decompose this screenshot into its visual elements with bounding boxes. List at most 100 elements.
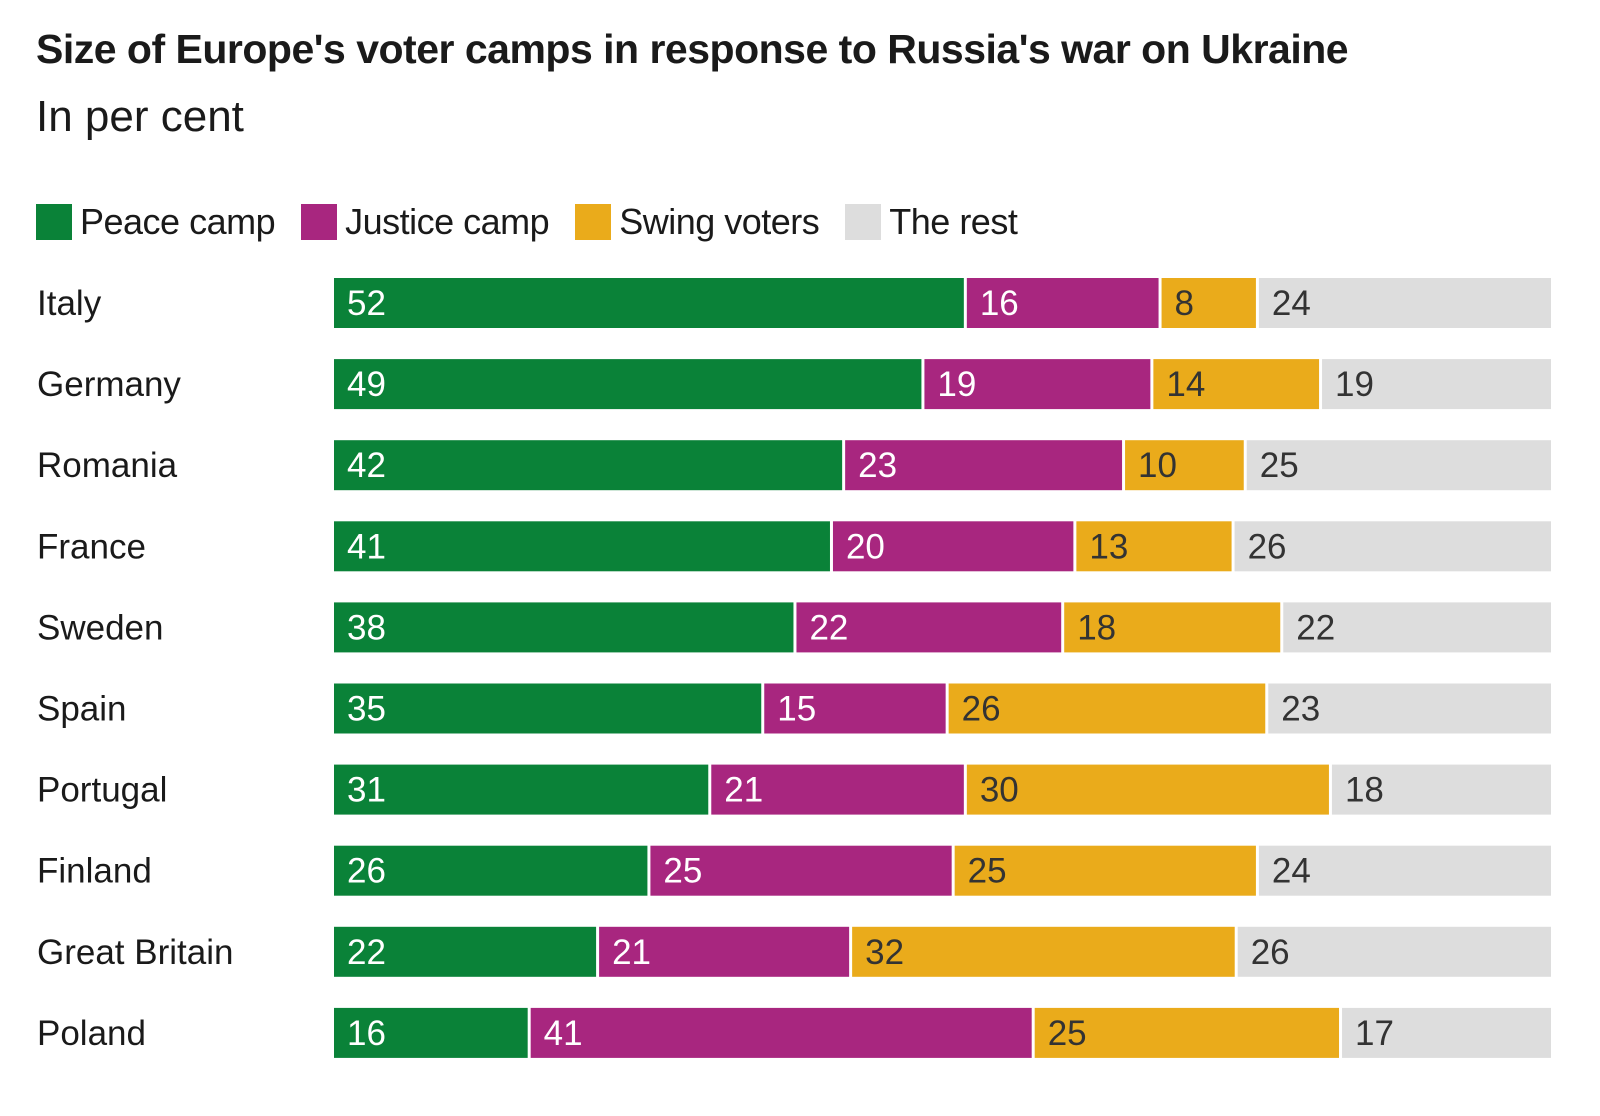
data-label-swing-voters-sweden: 18 [1077,608,1116,647]
bar-segment-peace-camp-romania [334,440,843,491]
bar-segment-swing-voters-romania [1125,440,1244,491]
data-label-the-rest-finland: 24 [1272,852,1311,891]
data-label-the-rest-germany: 19 [1335,365,1374,404]
data-label-peace-camp-romania: 42 [347,446,386,485]
category-label-germany: Germany [37,365,181,404]
data-label-peace-camp-portugal: 31 [347,771,386,810]
bar-segment-swing-voters-france [1076,521,1232,572]
legend-item-justice-camp: Justice camp [301,201,550,243]
bar-row-italy: Italy 52 16 8 24 [37,278,1551,328]
bar-segment-the-rest-finland [1258,845,1551,896]
bar-row-finland: Finland 26 25 25 24 [37,845,1551,896]
chart-title: Size of Europe's voter camps in response… [36,26,1349,72]
bar-row-france: France 41 20 13 26 [37,521,1551,572]
bar-segment-peace-camp-portugal [334,764,709,815]
legend-swatch-swing-voters [575,204,612,240]
data-label-the-rest-sweden: 22 [1296,608,1335,647]
data-label-swing-voters-germany: 14 [1166,365,1205,404]
bar-segment-the-rest-france [1234,521,1551,572]
legend-item-peace-camp: Peace camp [36,201,276,243]
legend-label-justice-camp: Justice camp [345,201,550,242]
data-label-swing-voters-italy: 8 [1175,284,1194,323]
category-label-romania: Romania [37,446,178,485]
bar-row-romania: Romania 42 23 10 25 [37,440,1551,491]
bar-segment-swing-voters-germany [1153,359,1320,410]
category-label-poland: Poland [37,1014,146,1053]
legend-label-swing-voters: Swing voters [619,201,820,242]
legend-item-swing-voters: Swing voters [575,201,820,243]
bar-segment-peace-camp-france [334,521,830,572]
data-label-the-rest-great-britain: 26 [1251,933,1290,972]
bar-row-spain: Spain 35 15 26 23 [37,683,1551,734]
data-label-the-rest-poland: 17 [1355,1014,1394,1053]
bar-segment-peace-camp-italy [334,278,964,328]
data-label-justice-camp-romania: 23 [858,446,897,485]
bar-segment-peace-camp-spain [334,683,762,734]
bar-segment-peace-camp-finland [334,845,648,896]
data-label-the-rest-italy: 24 [1272,284,1311,323]
bar-segment-swing-voters-great-britain [852,926,1235,977]
category-label-portugal: Portugal [37,771,167,810]
data-label-swing-voters-france: 13 [1089,527,1128,566]
category-label-italy: Italy [37,284,102,323]
data-label-peace-camp-spain: 35 [347,690,386,729]
bar-segment-the-rest-great-britain [1237,926,1551,977]
bar-segment-the-rest-poland [1342,1007,1551,1058]
bar-segment-justice-camp-spain [764,683,946,734]
data-label-the-rest-portugal: 18 [1345,771,1384,810]
bar-segment-the-rest-romania [1246,440,1551,491]
bar-segment-justice-camp-germany [924,359,1151,410]
data-label-justice-camp-poland: 41 [544,1014,583,1053]
data-label-justice-camp-italy: 16 [980,284,1019,323]
data-label-peace-camp-poland: 16 [347,1014,386,1053]
bar-segment-swing-voters-portugal [966,764,1329,815]
bar-segment-peace-camp-poland [334,1007,528,1058]
bar-segment-justice-camp-romania [845,440,1123,491]
bar-segment-justice-camp-finland [650,845,952,896]
bar-segment-swing-voters-finland [954,845,1256,896]
bar-row-poland: Poland 16 41 25 17 [37,1007,1551,1058]
bar-segment-the-rest-portugal [1331,764,1551,815]
bar-segment-swing-voters-italy [1161,278,1256,328]
data-label-justice-camp-germany: 19 [937,365,976,404]
category-label-finland: Finland [37,852,152,891]
data-label-swing-voters-spain: 26 [962,690,1001,729]
category-label-great-britain: Great Britain [37,933,233,972]
bar-segment-justice-camp-france [832,521,1074,572]
bar-row-great-britain: Great Britain 22 21 32 26 [37,926,1551,977]
bar-segment-peace-camp-great-britain [334,926,597,977]
category-label-france: France [37,527,146,566]
bar-row-germany: Germany 49 19 14 19 [37,359,1551,410]
data-label-swing-voters-portugal: 30 [980,771,1019,810]
bar-segment-justice-camp-sweden [796,602,1062,653]
data-label-swing-voters-finland: 25 [968,852,1007,891]
data-label-peace-camp-germany: 49 [347,365,386,404]
data-label-peace-camp-sweden: 38 [347,608,386,647]
bar-row-portugal: Portugal 31 21 30 18 [37,764,1551,815]
bar-segment-justice-camp-portugal [711,764,964,815]
data-label-justice-camp-finland: 25 [663,852,702,891]
data-label-peace-camp-italy: 52 [347,284,386,323]
data-label-peace-camp-france: 41 [347,527,386,566]
data-label-peace-camp-great-britain: 22 [347,933,386,972]
bar-segment-justice-camp-italy [966,278,1159,328]
bar-segment-swing-voters-poland [1034,1007,1340,1058]
data-label-peace-camp-finland: 26 [347,852,386,891]
data-label-justice-camp-portugal: 21 [724,771,763,810]
bar-segment-peace-camp-germany [334,359,922,410]
bar-segment-peace-camp-sweden [334,602,794,653]
legend-label-the-rest: The rest [889,201,1018,242]
data-label-the-rest-france: 26 [1248,527,1287,566]
legend-swatch-justice-camp [301,204,338,240]
bar-segment-justice-camp-great-britain [599,926,850,977]
bar-segment-the-rest-sweden [1283,602,1551,653]
data-label-swing-voters-poland: 25 [1048,1014,1087,1053]
legend-swatch-the-rest [845,204,882,240]
category-label-sweden: Sweden [37,608,163,647]
data-label-swing-voters-romania: 10 [1138,446,1177,485]
data-label-swing-voters-great-britain: 32 [865,933,904,972]
data-label-justice-camp-great-britain: 21 [612,933,651,972]
bar-row-sweden: Sweden 38 22 18 22 [37,602,1551,653]
legend-label-peace-camp: Peace camp [80,201,276,242]
